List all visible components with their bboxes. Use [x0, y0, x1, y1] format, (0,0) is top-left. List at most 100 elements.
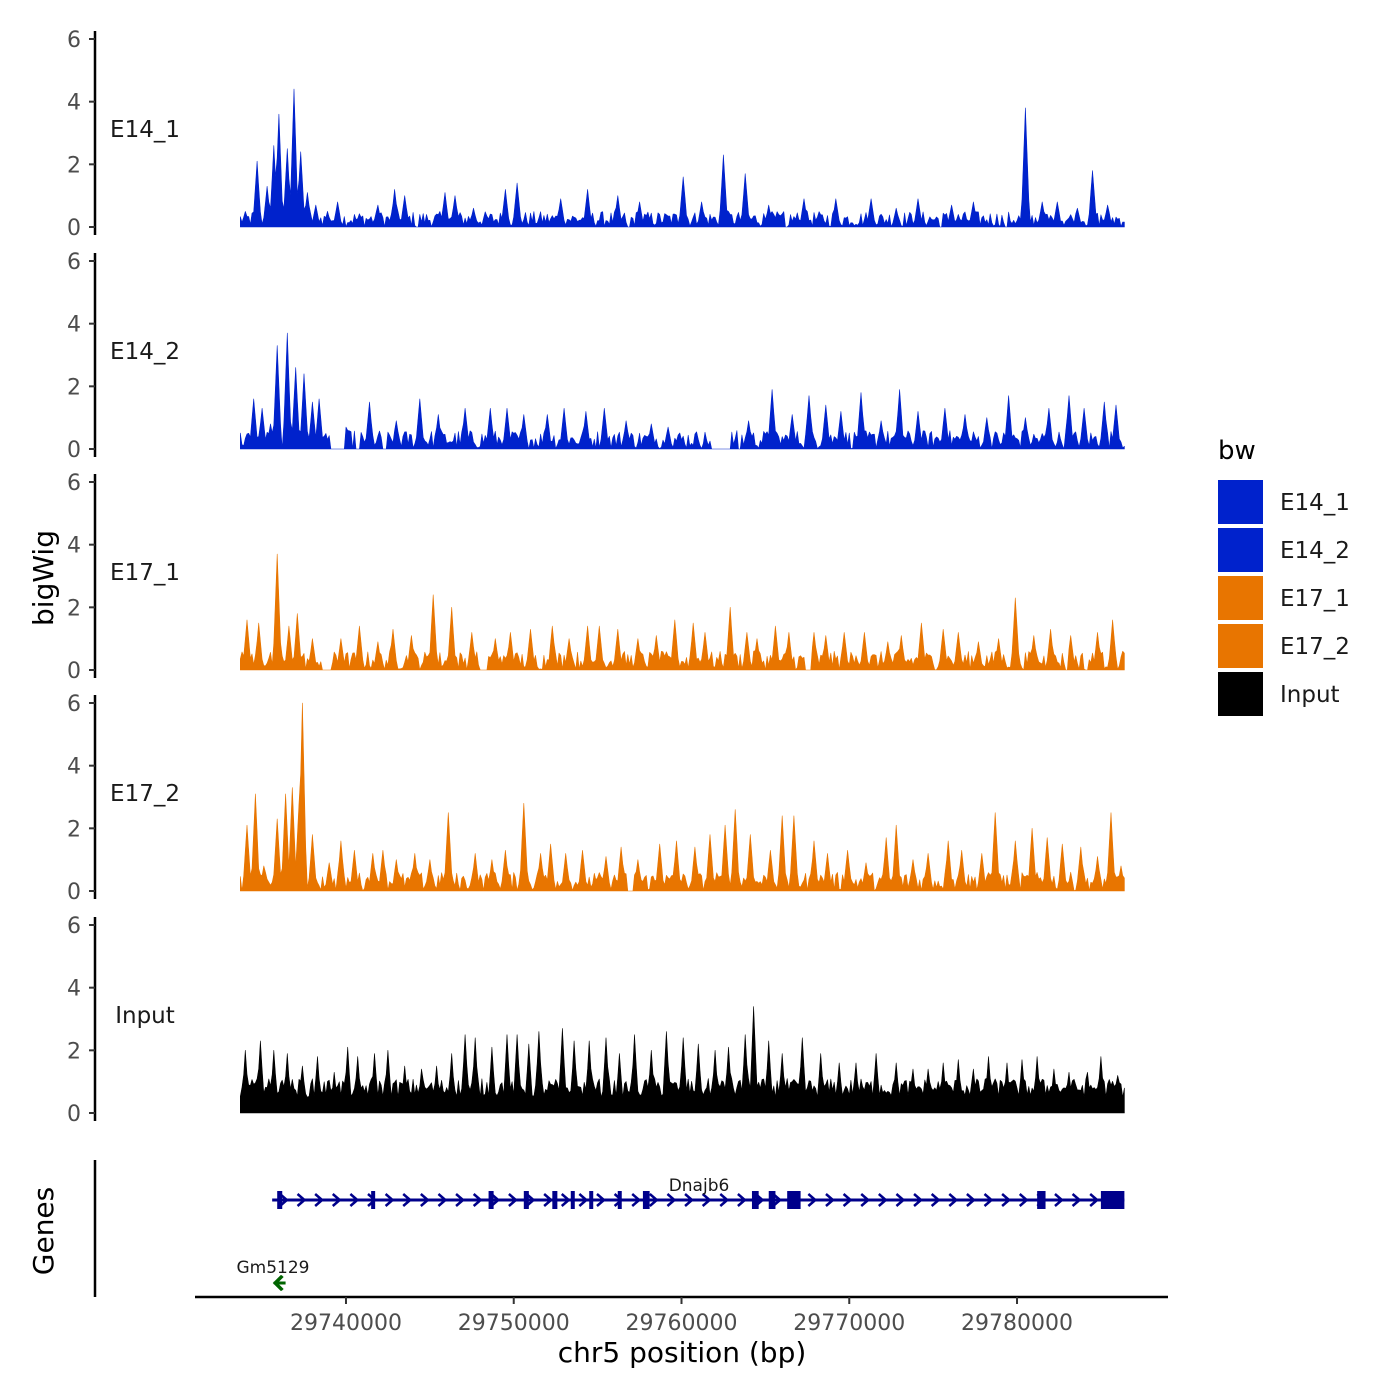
legend-item-E14_1: E14_1: [1218, 480, 1350, 524]
strand-arrow: [273, 1274, 284, 1292]
strand-arrow: [490, 1193, 501, 1207]
strand-arrow: [420, 1193, 430, 1207]
strand-arrow: [331, 1193, 342, 1207]
strand-arrow: [666, 1193, 677, 1207]
strand-arrow: [560, 1193, 571, 1207]
legend-key: [1218, 576, 1263, 620]
strand-arrow: [983, 1193, 994, 1207]
strand-arrow: [578, 1193, 589, 1207]
strand-arrow: [701, 1193, 712, 1207]
signal-area-E14_1: [240, 88, 1125, 228]
legend-item-E14_2: E14_2: [1218, 528, 1350, 572]
y-tick-label: 0: [67, 659, 81, 684]
y-tick-label: 0: [67, 880, 81, 905]
track-label-E17_1: E17_1: [110, 560, 180, 586]
x-tick-label: 29750000: [458, 1311, 570, 1336]
signal-area-Input: [240, 1006, 1125, 1114]
strand-arrow: [895, 1193, 906, 1207]
signal-area-E14_2: [240, 332, 1125, 450]
track-E17_2: 0 2 4 6 E17_2: [67, 692, 1125, 905]
y-tick-label: 2: [67, 375, 81, 400]
track-E17_1: 0 2 4 6 E17_1: [67, 471, 1125, 684]
exon: [277, 1191, 283, 1209]
strand-arrow: [543, 1193, 554, 1207]
strand-arrow: [1018, 1193, 1029, 1207]
strand-arrow: [384, 1193, 395, 1207]
track-E14_1: 0 2 4 6 E14_1: [67, 28, 1125, 241]
strand-arrow: [1089, 1193, 1100, 1207]
y-tick-label: 6: [67, 28, 81, 53]
strand-arrow: [966, 1193, 976, 1207]
strand-arrow: [508, 1193, 518, 1207]
x-axis-title: chr5 position (bp): [558, 1336, 807, 1369]
strand-arrow: [472, 1193, 483, 1207]
y-tick-label: 2: [67, 596, 81, 621]
track-label-E14_2: E14_2: [110, 339, 180, 365]
legend-key: [1218, 672, 1263, 716]
exon: [617, 1191, 622, 1209]
legend-item-E17_1: E17_1: [1218, 576, 1350, 620]
strand-arrow: [807, 1193, 818, 1207]
strand-arrow: [772, 1193, 783, 1207]
strand-arrow: [296, 1193, 307, 1207]
gene-Dnajb6: Dnajb6: [272, 1176, 1125, 1209]
y-tick-label: 6: [67, 250, 81, 275]
strand-arrow: [842, 1193, 853, 1207]
y-tick-label: 6: [67, 692, 81, 717]
exon: [642, 1191, 650, 1209]
strand-arrow: [948, 1193, 959, 1207]
gene-Gm5129: Gm5129: [237, 1258, 310, 1292]
y-tick-label: 0: [67, 1102, 81, 1127]
x-tick-label: 29780000: [961, 1311, 1073, 1336]
legend-key: [1218, 624, 1263, 668]
signal-area-E17_1: [240, 553, 1125, 671]
track-label-Input: Input: [115, 1003, 175, 1029]
strand-arrow: [684, 1193, 694, 1207]
y-tick-label: 4: [67, 755, 81, 780]
y-tick-label: 2: [67, 153, 81, 178]
exon: [751, 1191, 759, 1209]
strand-arrow: [913, 1193, 923, 1207]
y-tick-label: 4: [67, 534, 81, 559]
strand-arrow: [402, 1193, 413, 1207]
legend-label: Input: [1280, 682, 1340, 708]
strand-arrow: [525, 1193, 536, 1207]
strand-arrow: [825, 1193, 835, 1207]
strand-arrow: [737, 1193, 747, 1207]
y-tick-label: 0: [67, 438, 81, 463]
legend-label: E17_2: [1280, 634, 1350, 660]
gene-label-Dnajb6: Dnajb6: [669, 1176, 730, 1196]
strand-arrow: [649, 1193, 659, 1207]
strand-arrow: [437, 1193, 448, 1207]
strand-arrow: [279, 1193, 289, 1207]
x-tick-label: 29760000: [626, 1311, 738, 1336]
exon: [488, 1191, 494, 1209]
strand-arrow: [349, 1193, 360, 1207]
legend: bw E14_1 E14_2 E17_1 E17_2 Input: [1218, 436, 1350, 716]
legend-label: E17_1: [1280, 586, 1350, 612]
legend-title: bw: [1218, 436, 1256, 466]
y-tick-label: 2: [67, 817, 81, 842]
strand-arrow: [1001, 1193, 1012, 1207]
exon: [1100, 1191, 1125, 1209]
y-axis-title: bigWig: [27, 530, 60, 626]
exon: [787, 1191, 801, 1209]
track-E14_2: 0 2 4 6 E14_2: [67, 250, 1125, 463]
x-axis: 29740000 29750000 29760000 29770000 29780000: [195, 1295, 1168, 1336]
strand-arrow: [719, 1193, 730, 1207]
exon: [768, 1191, 776, 1209]
strand-arrow: [631, 1193, 642, 1207]
strand-arrow: [930, 1193, 941, 1207]
exon: [523, 1191, 529, 1209]
strand-arrow: [877, 1193, 888, 1207]
signal-area-E17_2: [240, 702, 1125, 892]
genes-axis-title: Genes: [27, 1187, 60, 1275]
exon: [1037, 1191, 1046, 1209]
strand-arrow: [596, 1193, 606, 1207]
track-Input: 0 2 4 6 Input: [67, 914, 1125, 1127]
exon: [371, 1191, 376, 1209]
gene-label-Gm5129: Gm5129: [237, 1258, 310, 1278]
y-tick-label: 6: [67, 471, 81, 496]
legend-key: [1218, 528, 1263, 572]
